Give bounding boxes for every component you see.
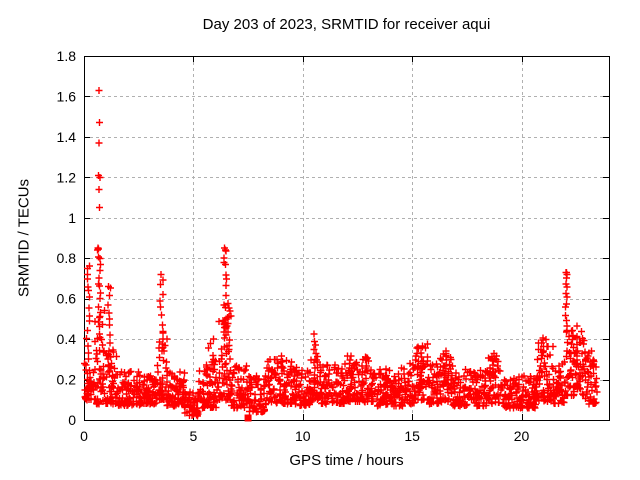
y-tick-label: 1 (68, 210, 76, 226)
x-tick-label: 0 (80, 428, 88, 444)
data-points (81, 87, 601, 420)
square-data-point (244, 414, 252, 422)
x-tick-label: 10 (295, 428, 311, 444)
x-tick-label: 15 (404, 428, 420, 444)
x-tick-label: 5 (189, 428, 197, 444)
x-tick-label: 20 (514, 428, 530, 444)
y-tick-label: 0.2 (57, 372, 77, 388)
y-tick-label: 0.8 (57, 250, 77, 266)
y-tick-label: 0 (68, 412, 76, 428)
gridlines (84, 56, 609, 420)
tick-labels: 0 0.2 0.4 0.6 0.8 1 1.2 1.4 1.6 1.8 0 5 10 15 20 (57, 48, 530, 444)
y-tick-label: 0.6 (57, 291, 77, 307)
y-tick-label: 1.2 (57, 169, 77, 185)
y-tick-label: 1.6 (57, 88, 77, 104)
x-axis-label: GPS time / hours (289, 452, 404, 469)
chart-title: Day 203 of 2023, SRMTID for receiver aqu… (202, 16, 491, 33)
y-tick-label: 1.4 (57, 129, 77, 145)
plot-border (84, 56, 610, 421)
y-tick-label: 1.8 (57, 48, 77, 64)
y-tick-label: 0.4 (57, 331, 77, 347)
